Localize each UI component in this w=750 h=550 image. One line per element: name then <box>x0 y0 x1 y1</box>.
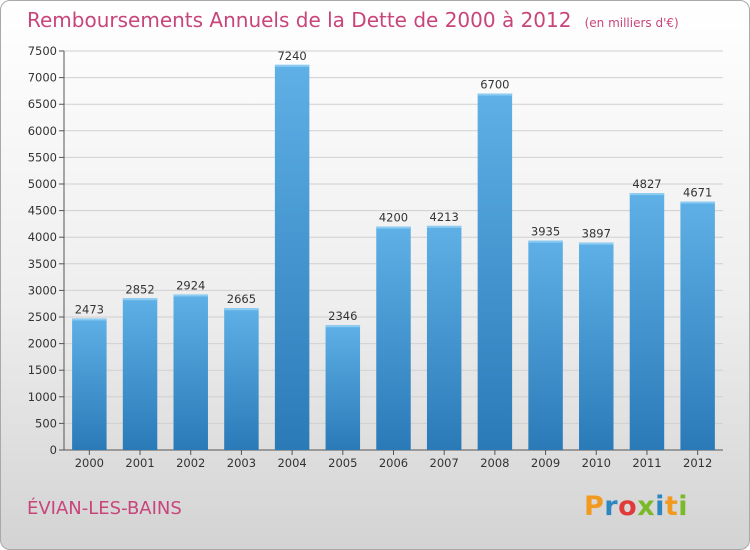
data-label-2009: 3935 <box>531 225 560 239</box>
x-tick-label-2006: 2006 <box>379 456 408 470</box>
data-label-2011: 4827 <box>632 177 661 191</box>
data-label-2012: 4671 <box>683 186 712 200</box>
x-tick-label-2007: 2007 <box>430 456 459 470</box>
y-tick-label: 5000 <box>28 177 57 191</box>
data-label-2005: 2346 <box>328 309 357 323</box>
data-label-2008: 6700 <box>480 78 509 92</box>
logo-letter: i <box>655 491 665 522</box>
x-tick-label-2004: 2004 <box>277 456 306 470</box>
data-label-2010: 3897 <box>582 227 611 241</box>
logo-letter: t <box>664 491 679 522</box>
data-label-2007: 4213 <box>430 210 459 224</box>
x-tick-label-2012: 2012 <box>683 456 712 470</box>
bar-2011 <box>629 193 665 450</box>
y-tick-label: 7500 <box>28 44 57 58</box>
y-tick-label: 5500 <box>28 150 57 164</box>
y-tick-label: 1500 <box>28 363 57 377</box>
y-tick-label: 3500 <box>28 257 57 271</box>
y-tick-labels: 0 500 1000 1500 2000 2500 3000 3500 4000 4500 5000… <box>28 44 57 457</box>
bar-highlight-2005 <box>325 325 361 328</box>
logo-letter: P <box>584 491 605 522</box>
bar-highlight-2003 <box>224 308 259 311</box>
y-tick-label: 6000 <box>28 124 57 138</box>
logo-letter: o <box>618 491 638 522</box>
y-tick-label: 3000 <box>28 283 57 297</box>
bar-2008 <box>477 93 513 450</box>
bar-2005 <box>325 325 361 450</box>
data-label-2006: 4200 <box>379 211 408 225</box>
y-tick-label: 4000 <box>28 230 57 244</box>
bar-highlight-2006 <box>376 226 411 229</box>
bar-highlight-2009 <box>528 240 563 243</box>
chart-title: Remboursements Annuels de la Dette de 20… <box>27 8 572 32</box>
bars <box>72 64 715 450</box>
data-label-2004: 7240 <box>277 49 306 63</box>
y-tick-label: 2500 <box>28 310 57 324</box>
data-label-2000: 2473 <box>75 302 104 316</box>
bar-2004 <box>274 64 310 450</box>
bar-highlight-2011 <box>629 193 665 196</box>
bar-2012 <box>680 201 715 450</box>
bar-highlight-2007 <box>426 225 462 228</box>
y-tick-label: 6500 <box>28 97 57 111</box>
bar-2000 <box>72 318 107 450</box>
chart-title-block: Remboursements Annuels de la Dette de 20… <box>27 8 679 32</box>
bar-highlight-2008 <box>477 93 513 96</box>
x-tick-label-2000: 2000 <box>75 456 104 470</box>
y-tick-label: 4500 <box>28 204 57 218</box>
commune-name: ÉVIAN-LES-BAINS <box>27 498 182 519</box>
x-tick-labels: 2000 2001 2002 2003 2004 2005 2006 2007 2008 2009… <box>75 456 713 470</box>
data-labels: 2473 2852 2924 2665 7240 2346 4200 4213 6700 3935… <box>75 49 713 323</box>
x-tick-label-2009: 2009 <box>531 456 560 470</box>
x-tick-label-2011: 2011 <box>632 456 661 470</box>
y-tick-label: 7000 <box>28 71 57 85</box>
logo-letter: i <box>678 491 689 522</box>
bar-highlight-2010 <box>579 242 614 245</box>
data-label-2002: 2924 <box>176 278 205 292</box>
y-tick-label: 1000 <box>28 390 57 404</box>
logo-letter: x <box>637 491 656 522</box>
x-tick-label-2003: 2003 <box>227 456 256 470</box>
data-label-2003: 2665 <box>227 292 256 306</box>
logo-letter: r <box>604 491 619 522</box>
bar-highlight-2001 <box>122 298 158 301</box>
data-label-2001: 2852 <box>125 282 154 296</box>
x-tick-label-2010: 2010 <box>582 456 611 470</box>
bar-2001 <box>122 298 158 450</box>
bar-highlight-2012 <box>680 201 715 204</box>
x-tick-label-2001: 2001 <box>125 456 154 470</box>
x-tick-label-2002: 2002 <box>176 456 205 470</box>
y-tick-label: 2000 <box>28 337 57 351</box>
x-tick-label-2005: 2005 <box>328 456 357 470</box>
unit-note: (en milliers d'€) <box>584 16 679 30</box>
bar-highlight-2002 <box>173 294 208 297</box>
proxiti-logo: Proxiti <box>584 491 688 522</box>
bar-2007 <box>426 225 462 450</box>
bar-2009 <box>528 240 563 450</box>
bar-2002 <box>173 294 208 450</box>
y-tick-label: 500 <box>35 416 57 430</box>
bar-highlight-2000 <box>72 318 107 321</box>
bar-2010 <box>579 242 614 450</box>
bar-2003 <box>224 308 259 450</box>
bar-2006 <box>376 226 411 450</box>
x-tick-label-2008: 2008 <box>480 456 509 470</box>
y-tick-label: 0 <box>50 443 57 457</box>
bar-highlight-2004 <box>274 64 310 67</box>
